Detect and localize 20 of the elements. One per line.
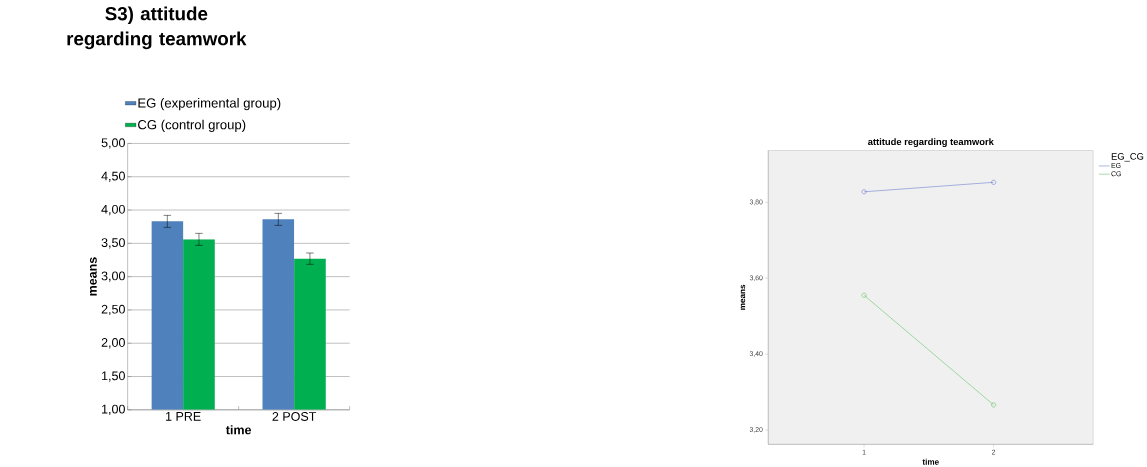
y-tick-label: 5,00 (101, 138, 125, 149)
y-tick-label: 4,50 (101, 171, 125, 182)
y-tick-label: 1,00 (102, 404, 125, 415)
y-tick-label: 4,00 (101, 204, 125, 216)
x-tick-label: 1 PRE (166, 411, 201, 421)
chart-title: attitude regarding teamwork (868, 138, 994, 147)
y-axis-title: means (89, 257, 97, 296)
y-tick-label: 2,50 (101, 304, 125, 316)
legend-label: CG (control group) (138, 119, 246, 132)
legend-label: EG (experimental group) (138, 97, 281, 111)
y-tick-label: 2,00 (101, 338, 125, 349)
x-axis-title: time (225, 425, 252, 435)
y-axis-title: means (740, 284, 746, 310)
x-axis-title: time (922, 458, 939, 465)
legend-title: EG_CG (1111, 153, 1144, 162)
y-tick-label: 1,50 (102, 371, 125, 382)
x-tick-label: 2 POST (272, 411, 317, 421)
y-tick-label: 3,00 (101, 271, 125, 282)
chart-title: S3) attitude regarding teamwork (67, 6, 247, 50)
y-tick-label: 3,50 (101, 238, 125, 249)
